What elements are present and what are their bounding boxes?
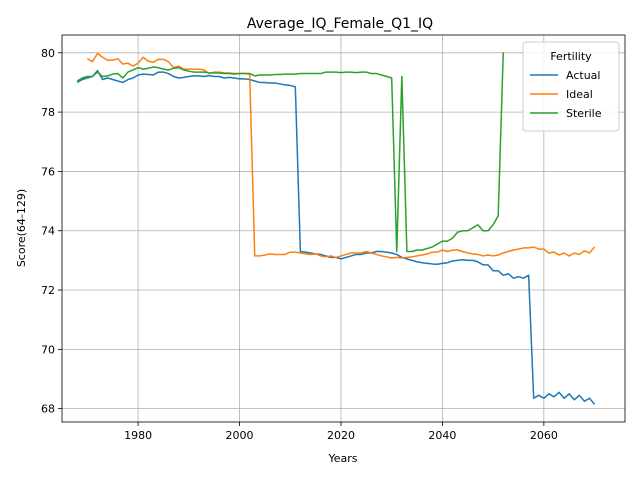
x-tick-label: 2020 [327,429,355,442]
legend-label: Sterile [566,107,602,120]
legend-entry-actual: Actual [530,69,600,82]
y-tick-label: 80 [41,47,55,60]
legend-label: Ideal [566,88,593,101]
legend-label: Actual [566,69,600,82]
series-layer [76,52,596,405]
y-axis-label: Score(64-129) [15,189,28,267]
legend-title: Fertility [550,50,592,63]
chart-title: Average_IQ_Female_Q1_IQ [247,16,433,32]
y-tick-label: 68 [41,403,55,416]
legend-entries: Actual Ideal Sterile [530,69,602,120]
x-tick-label: 2000 [226,429,254,442]
legend-entry-ideal: Ideal [530,88,593,101]
x-tick-label: 1980 [124,429,152,442]
series-line-ideal [86,52,596,259]
x-tick-label: 2060 [530,429,558,442]
x-tick-label: 2040 [428,429,456,442]
series-line-sterile [76,52,505,253]
y-tick-label: 72 [41,284,55,297]
plot-frame [61,34,626,423]
y-tick-label: 76 [41,165,55,178]
legend-entry-sterile: Sterile [530,107,602,120]
y-tick-label: 70 [41,343,55,356]
y-tick-label: 78 [41,106,55,119]
tick-layer: 1980 2000 2020 2040 2060 68 70 72 74 76 78 80 [41,47,558,442]
legend: Fertility Actual Ideal Sterile [522,41,620,132]
y-tick-label: 74 [41,225,55,238]
x-axis-label: Years [327,452,357,465]
legend-box [522,41,620,132]
